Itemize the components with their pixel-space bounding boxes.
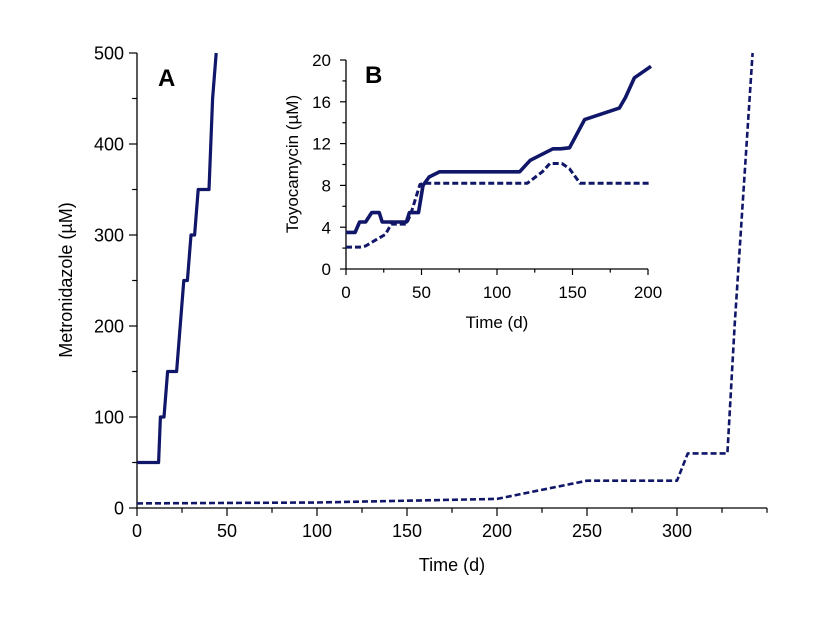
panel-a-y-tick-label: 0 [114, 498, 124, 518]
panel-b-y-tick-label: 12 [312, 135, 331, 154]
panel-b-y-tick-label: 16 [312, 93, 331, 112]
panel-a-y-axis-title: Metronidazole (µM) [56, 202, 76, 357]
panel-b-x-tick-label: 100 [483, 283, 511, 302]
panel-a-x-tick-label: 0 [132, 521, 142, 541]
panel-b-label: B [365, 62, 382, 89]
panel-b-y-tick-label: 8 [322, 177, 331, 196]
panel-b-y-tick-label: 4 [322, 218, 331, 237]
panel-a-label: A [158, 65, 175, 92]
panel-a-y-tick-label: 400 [94, 134, 124, 154]
panel-b-series-dashed [346, 162, 651, 249]
panel-a-x-tick-label: 150 [392, 521, 422, 541]
panel-a-y-tick-label: 100 [94, 407, 124, 427]
panel-a-y-tick-label: 200 [94, 316, 124, 336]
panel-b-x-tick-label: 50 [412, 283, 431, 302]
panel-b-x-axis-title: Time (d) [466, 313, 529, 332]
panel-a-y-tick-label: 500 [94, 43, 124, 63]
panel-a-y-tick-label: 300 [94, 225, 124, 245]
panel-a-x-axis-title: Time (d) [419, 555, 485, 575]
panel-b-y-axis-title: Toyocamycin (µM) [283, 95, 302, 233]
panel-b-x-tick-label: 200 [634, 283, 662, 302]
panel-a-series-solid [137, 52, 218, 465]
panel-a-x-tick-label: 200 [482, 521, 512, 541]
panel-b-y-tick-label: 0 [322, 260, 331, 279]
panel-a-x-tick-label: 300 [662, 521, 692, 541]
panel-a-x-tick-label: 250 [572, 521, 602, 541]
panel-a-x-tick-label: 50 [217, 521, 237, 541]
panel-b-chart: 0 50 100 150 200 0 4 8 12 16 20 Time (d) Toyocamycin… [283, 51, 662, 332]
panel-b-y-tick-label: 20 [312, 51, 331, 70]
panel-a-series-dashed [136, 52, 754, 505]
panel-b-x-tick-label: 150 [558, 283, 586, 302]
panel-a-x-tick-label: 100 [302, 521, 332, 541]
panel-b-series-solid [346, 64, 653, 235]
panel-b-x-tick-label: 0 [341, 283, 350, 302]
